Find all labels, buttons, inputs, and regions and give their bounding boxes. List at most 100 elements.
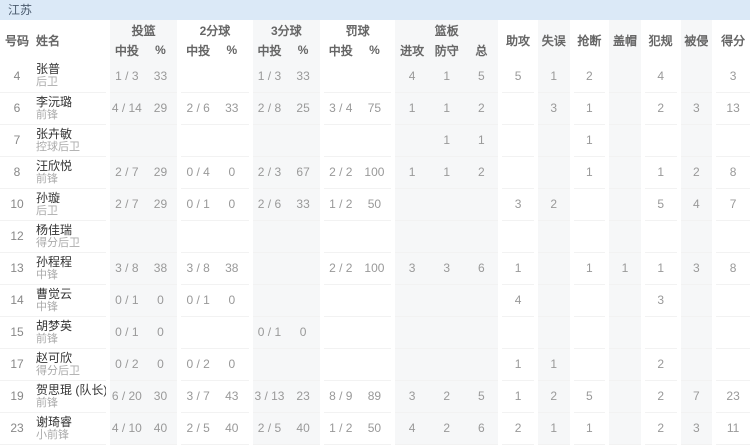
stat-cell: 1 / 2 [319, 412, 358, 445]
stat-cell: 3 [391, 252, 429, 285]
stat-cell [498, 316, 536, 349]
stat-cell: 2 / 5 [177, 412, 215, 445]
player-row: 4 张普 后卫 1 / 3 33 1 / 3 33 4 1 5 5 1 2 4 3 [0, 60, 750, 93]
stat-cell [214, 220, 251, 253]
stat-cell [605, 284, 643, 317]
player-position: 控球后卫 [36, 140, 80, 153]
col-subheader-oreb: 进攻 [391, 40, 429, 60]
stat-cell: 0 / 1 [248, 316, 287, 349]
player-name: 贺思琨 (队长) [36, 382, 108, 397]
col-header-fouled: 被侵 [676, 20, 715, 60]
stat-cell: 0 / 1 [106, 316, 144, 349]
stat-cell [143, 124, 180, 157]
stat-cell [533, 124, 572, 157]
player-name-cell: 孙璇 后卫 [34, 188, 108, 221]
stat-cell [533, 156, 572, 189]
stat-cell: 2 [676, 156, 715, 189]
player-row: 13 孙程程 中锋 3 / 8 38 3 / 8 38 2 / 2 100 3 3 6 1 1 1 1 3 8 [0, 252, 750, 285]
stat-cell [391, 284, 429, 317]
player-name: 张卉敏 [36, 126, 73, 141]
stat-cell: 2 / 8 [248, 92, 287, 125]
stat-cell [712, 316, 750, 349]
player-position: 中锋 [36, 268, 58, 281]
player-name-cell: 孙程程 中锋 [34, 252, 108, 285]
stat-cell: 3 [676, 412, 715, 445]
player-name: 杨佳瑞 [36, 222, 73, 237]
stat-cell [357, 220, 394, 253]
player-name: 李沅璐 [36, 94, 73, 109]
stat-cell: 2 [428, 412, 465, 445]
stat-cell: 2 [640, 380, 679, 413]
stat-cell [605, 156, 643, 189]
col-header-ft: 罚球 [319, 20, 394, 40]
stat-cell: 4 [391, 60, 429, 93]
stat-cell: 1 [498, 252, 536, 285]
player-name: 赵可欣 [36, 350, 73, 365]
player-name-cell: 张普 后卫 [34, 60, 108, 93]
stat-cell: 2 [569, 60, 608, 93]
player-number: 4 [0, 60, 34, 93]
stat-cell [391, 348, 429, 381]
player-name: 胡梦英 [36, 318, 73, 333]
stat-cell [177, 316, 215, 349]
stat-cell: 43 [214, 380, 251, 413]
stat-cell: 2 / 7 [106, 156, 144, 189]
stat-cell: 33 [214, 92, 251, 125]
player-name: 孙程程 [36, 254, 73, 269]
stat-cell [464, 188, 501, 221]
stat-cell: 67 [286, 156, 322, 189]
stat-cell: 3 / 7 [177, 380, 215, 413]
stat-cell: 13 [712, 92, 750, 125]
player-name-cell: 杨佳瑞 得分后卫 [34, 220, 108, 253]
stat-cell: 1 [533, 412, 572, 445]
stat-cell: 50 [357, 412, 394, 445]
stat-cell [106, 124, 144, 157]
stat-cell [533, 316, 572, 349]
stat-cell [498, 92, 536, 125]
stat-cell [319, 284, 358, 317]
stat-cell [248, 124, 287, 157]
col-header-name: 姓名 [36, 33, 61, 48]
stat-cell [286, 220, 322, 253]
stat-cell [428, 348, 465, 381]
player-number: 13 [0, 252, 34, 285]
player-number: 10 [0, 188, 34, 221]
stat-cell: 4 [676, 188, 715, 221]
stat-cell: 5 [640, 188, 679, 221]
stat-cell: 1 [640, 252, 679, 285]
stat-cell [605, 348, 643, 381]
stat-cell [498, 220, 536, 253]
player-name: 孙璇 [36, 190, 61, 205]
stat-cell: 2 / 7 [106, 188, 144, 221]
player-name-cell: 贺思琨 (队长) 前锋 [34, 380, 108, 413]
player-name: 张普 [36, 62, 61, 77]
player-number: 19 [0, 380, 34, 413]
stat-cell [676, 284, 715, 317]
stat-cell [712, 124, 750, 157]
col-subheader-3pt-pct: % [286, 40, 322, 60]
stat-cell [391, 188, 429, 221]
stat-cell [569, 188, 608, 221]
stat-cell: 6 [464, 252, 501, 285]
stat-cell: 8 [712, 156, 750, 189]
stat-cell: 3 [712, 60, 750, 93]
stat-cell [106, 220, 144, 253]
stat-cell: 38 [143, 252, 180, 285]
team-name: 江苏 [8, 3, 33, 17]
stat-cell: 1 [533, 60, 572, 93]
stat-cell [569, 220, 608, 253]
stat-cell: 4 / 10 [106, 412, 144, 445]
stat-cell: 6 / 20 [106, 380, 144, 413]
stat-cell [569, 316, 608, 349]
stat-cell: 23 [286, 380, 322, 413]
stat-cell [319, 220, 358, 253]
stat-cell [428, 220, 465, 253]
stat-cell: 4 / 14 [106, 92, 144, 125]
col-header-2pt: 2分球 [177, 20, 251, 40]
stat-cell: 2 [533, 380, 572, 413]
stat-cell [569, 284, 608, 317]
stat-cell: 3 / 8 [177, 252, 215, 285]
stat-cell [676, 124, 715, 157]
stat-cell [464, 316, 501, 349]
